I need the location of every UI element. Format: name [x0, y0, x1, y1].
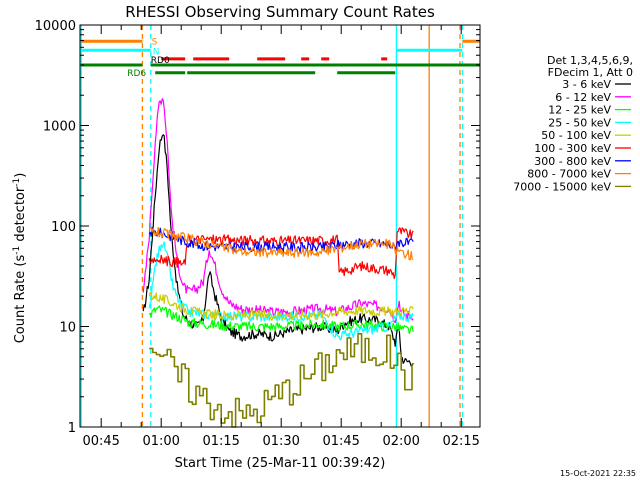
x-axis-label: Start Time (25-Mar-11 00:39:42): [175, 456, 386, 471]
annotation-rd0: RD0: [151, 56, 170, 66]
y-tick-label-0: 1: [68, 421, 76, 436]
x-tick-label-0: 00:45: [82, 434, 119, 449]
vertical-markers: [80, 25, 464, 427]
chart-title: RHESSI Observing Summary Count Rates: [125, 3, 435, 21]
legend-entry-label-3: 25 - 50 keV: [548, 116, 611, 129]
legend-entry-label-0: 3 - 6 keV: [562, 78, 611, 91]
y-axis-label-sup1: -1: [12, 246, 22, 255]
series-line-4: [148, 291, 414, 321]
series-line-0: [142, 134, 414, 367]
annotation-s: S: [152, 38, 158, 48]
plot-area: [80, 25, 480, 427]
series-lines: [142, 98, 414, 428]
legend-entry-label-5: 100 - 300 keV: [534, 142, 611, 155]
y-tick-label-3: 1000: [43, 120, 76, 135]
legend-entry-label-7: 800 - 7000 keV: [527, 168, 611, 181]
footer-date: 15-Oct-2021 22:35: [560, 469, 636, 478]
legend-entry-label-1: 6 - 12 keV: [555, 91, 611, 104]
series-line-7: [148, 226, 414, 261]
y-tick-label-1: 10: [59, 321, 76, 336]
x-tick-label-3: 01:30: [262, 434, 299, 449]
y-axis-label-sup2: -1: [12, 178, 22, 187]
y-tick-label-2: 100: [51, 220, 76, 235]
legend-entry-label-4: 50 - 100 keV: [541, 129, 611, 142]
x-tick-label-1: 01:00: [142, 434, 179, 449]
plot-frame-bg: [80, 25, 480, 427]
legend: Det 1,3,4,5,6,9,FDecim 1, Att 03 - 6 keV…: [513, 54, 633, 193]
x-tick-label-2: 01:15: [202, 434, 239, 449]
series-line-1: [142, 98, 414, 323]
y-axis-label-end: ): [13, 173, 28, 178]
annotation-n: N: [153, 47, 160, 57]
legend-entry-label-2: 12 - 25 keV: [548, 104, 611, 117]
x-tick-label-4: 01:45: [322, 434, 359, 449]
legend-entry-label-6: 300 - 800 keV: [534, 155, 611, 168]
y-tick-label-4: 10000: [35, 19, 76, 34]
y-axis-label-main: Count Rate (s: [13, 255, 28, 344]
y-axis-label-mid: detector: [13, 186, 28, 246]
status-bars: [81, 39, 480, 75]
annotation-rd6: RD6: [127, 69, 146, 79]
y-axis-label: Count Rate (s-1 detector-1): [12, 173, 28, 344]
series-line-2: [148, 305, 414, 335]
legend-header-0: Det 1,3,4,5,6,9,: [547, 54, 633, 67]
axes: 1 10 100 1000 10000 00:45 01:00 01:15 01:30 01:45…: [35, 19, 481, 449]
series-line-8: [149, 333, 413, 428]
x-tick-label-6: 02:15: [442, 434, 479, 449]
x-tick-label-5: 02:00: [382, 434, 419, 449]
legend-header-1: FDecim 1, Att 0: [548, 66, 633, 79]
legend-entry-label-8: 7000 - 15000 keV: [513, 180, 611, 193]
series-line-6: [148, 226, 414, 253]
